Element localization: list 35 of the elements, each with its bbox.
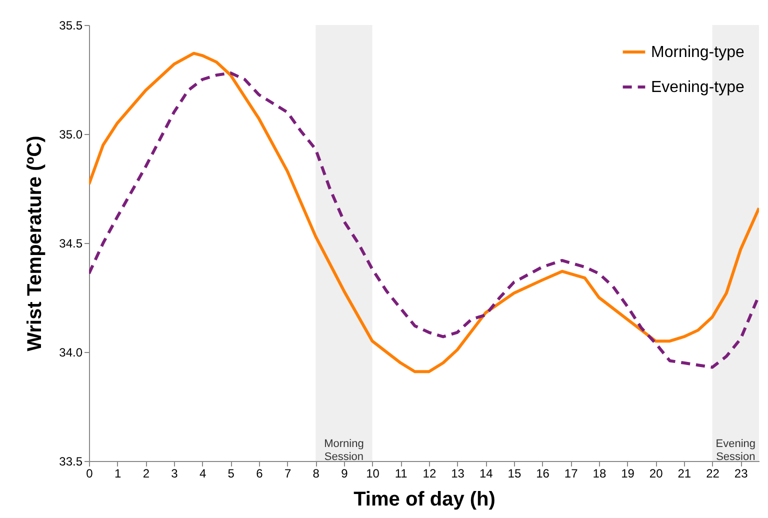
band-label: Evening Session xyxy=(716,438,756,463)
x-tick-label: 1 xyxy=(114,466,122,480)
x-tick-label: 7 xyxy=(284,466,292,480)
x-tick-label: 17 xyxy=(564,466,578,480)
x-tick-label: 4 xyxy=(199,466,206,480)
x-tick-label: 9 xyxy=(341,466,348,480)
x-tick-label: 5 xyxy=(228,466,235,480)
x-tick-label: 6 xyxy=(256,466,264,480)
y-axis-title: Wrist Temperature (ºC) xyxy=(24,136,46,352)
band-label: Morning Session xyxy=(324,438,364,463)
x-tick-label: 3 xyxy=(171,466,178,480)
x-tick-label: 23 xyxy=(734,466,748,480)
x-tick-label: 22 xyxy=(706,466,720,480)
x-tick-label: 21 xyxy=(678,466,692,480)
x-tick-label: 14 xyxy=(479,466,494,480)
x-tick-label: 13 xyxy=(451,466,465,480)
x-tick-label: 2 xyxy=(142,466,150,480)
y-tick-label: 34.0 xyxy=(59,346,83,360)
legend-label: Evening-type xyxy=(651,79,744,96)
y-tick-label: 35.0 xyxy=(59,128,83,142)
x-axis-title: Time of day (h) xyxy=(354,488,496,510)
legend-label: Morning-type xyxy=(651,44,744,61)
x-tick-label: 0 xyxy=(86,466,94,480)
x-tick-label: 18 xyxy=(592,466,606,480)
y-tick-label: 33.5 xyxy=(59,454,83,468)
y-tick-label: 35.5 xyxy=(59,18,83,32)
x-tick-label: 20 xyxy=(649,466,664,480)
x-tick-label: 8 xyxy=(312,466,320,480)
x-tick-label: 15 xyxy=(508,466,522,480)
x-tick-label: 11 xyxy=(394,466,408,480)
x-tick-label: 12 xyxy=(422,466,436,480)
x-tick-label: 16 xyxy=(536,466,550,480)
x-tick-label: 19 xyxy=(621,466,635,480)
x-tick-label: 10 xyxy=(366,466,380,480)
y-tick-label: 34.5 xyxy=(59,236,83,250)
